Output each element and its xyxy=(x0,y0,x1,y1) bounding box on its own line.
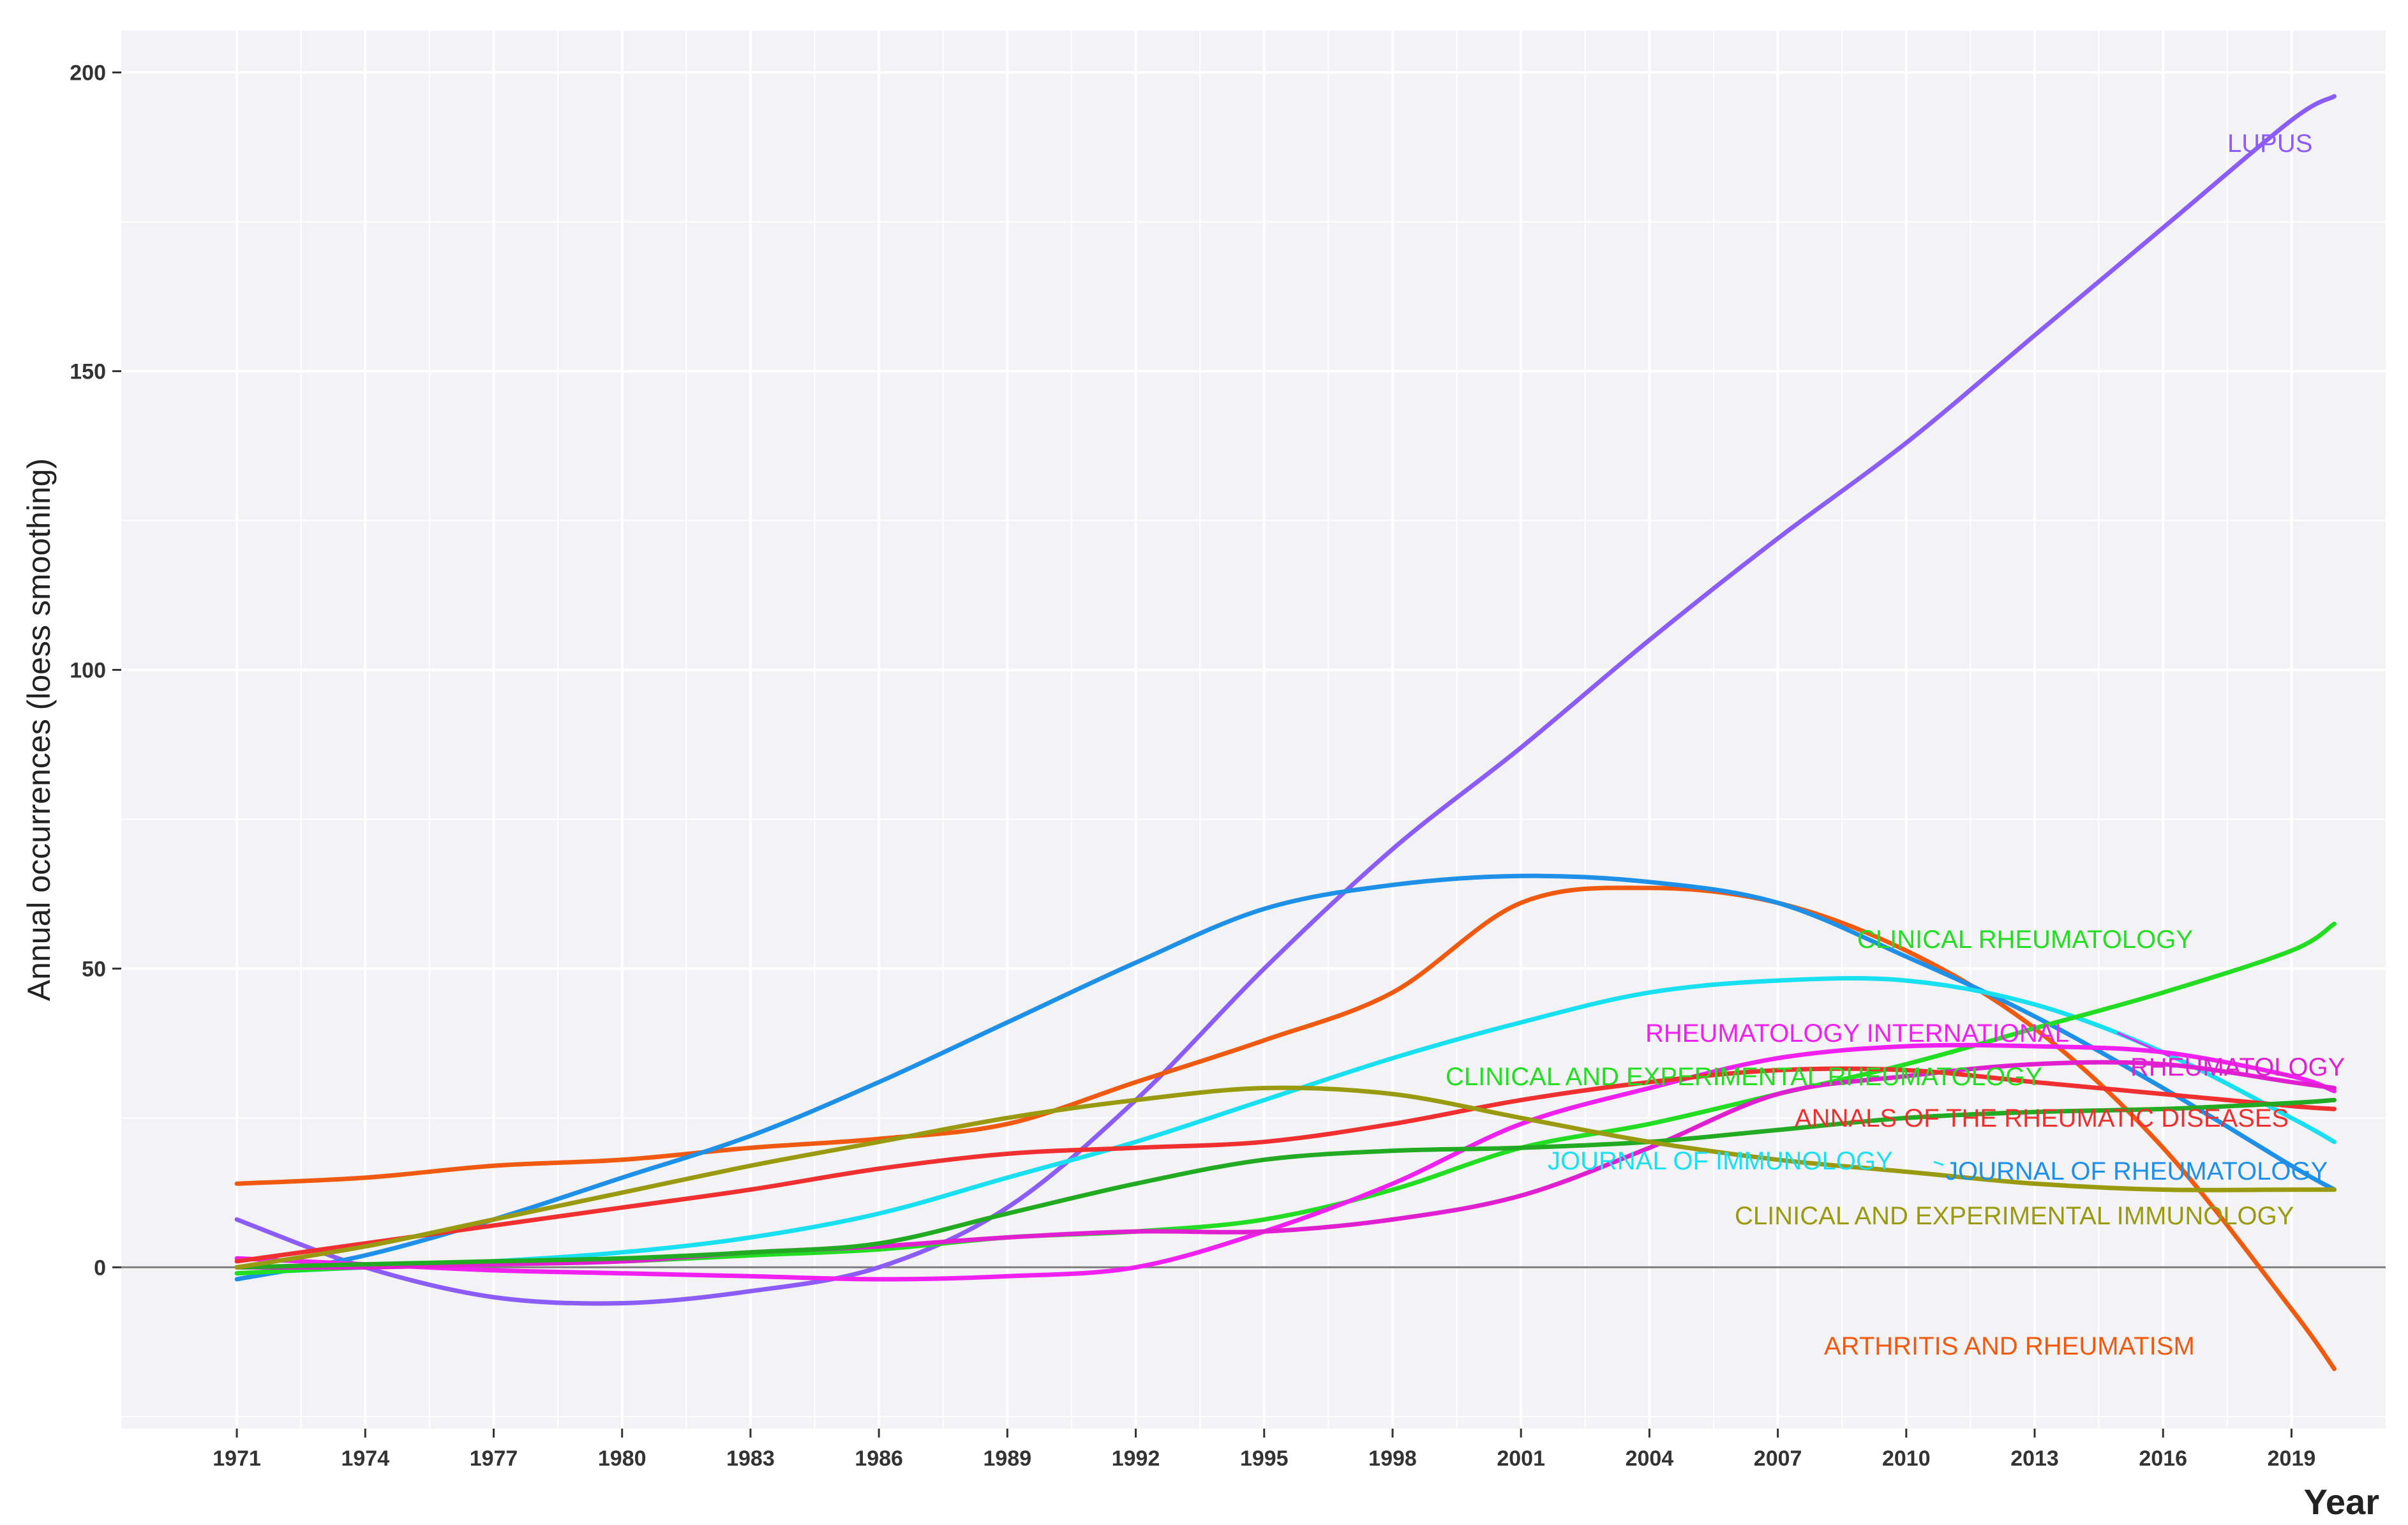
x-tick-label: 1992 xyxy=(1112,1446,1160,1471)
x-tick-label: 2010 xyxy=(1882,1446,1931,1471)
series-label-rheumatology: RHEUMATOLOGY xyxy=(2130,1053,2345,1081)
series-line-journal-of-rheumatology xyxy=(234,873,2337,1282)
x-tick-label: 2001 xyxy=(1497,1446,1545,1471)
y-axis-ticks: 0 50 100 150 200 xyxy=(70,61,121,1280)
series-label-lupus: LUPUS xyxy=(2227,130,2312,158)
x-tick-label: 1998 xyxy=(1368,1446,1417,1471)
label-connector-rheumatology-international xyxy=(2117,1032,2171,1058)
x-tick-label: 2013 xyxy=(2010,1446,2059,1471)
x-axis-ticks: 1971 1974 1977 1980 1983 1986 1989 1992 1995 1998… xyxy=(213,1429,2315,1471)
plot-panel xyxy=(121,31,2386,1429)
x-tick-label: 2016 xyxy=(2139,1446,2187,1471)
series-line-rheumatology-international xyxy=(234,1042,2337,1282)
series-label-arthritis-and-rheumatism: ARTHRITIS AND RHEUMATISM xyxy=(1824,1332,2195,1360)
x-tick-label: 1995 xyxy=(1240,1446,1289,1471)
minor-gridlines xyxy=(121,31,2386,1429)
series-label-clinical-and-experimental-rheumatology: CLINICAL AND EXPERIMENTAL RHEUMATOLOGY xyxy=(1446,1063,2042,1091)
x-tick-label: 1977 xyxy=(470,1446,518,1471)
x-tick-label: 1980 xyxy=(598,1446,647,1471)
x-axis-title: Year xyxy=(2304,1482,2379,1522)
series-label-rheumatology-international: RHEUMATOLOGY INTERNATIONAL xyxy=(1645,1019,2069,1048)
x-tick-label: 1974 xyxy=(341,1446,389,1471)
x-tick-label: 1983 xyxy=(726,1446,775,1471)
series-line-clinical-and-experimental-immunology xyxy=(234,1085,2337,1270)
series-line-rheumatology xyxy=(234,1060,2337,1270)
y-tick-label: 50 xyxy=(82,957,106,981)
x-tick-label: 1986 xyxy=(855,1446,903,1471)
x-tick-label: 2004 xyxy=(1626,1446,1674,1471)
series-label-journal-of-immunology: JOURNAL OF IMMUNOLOGY xyxy=(1548,1147,1893,1175)
series-labels: LUPUS CLINICAL RHEUMATOLOGY RHEUMATOLOGY I… xyxy=(1446,130,2345,1360)
y-tick-label: 100 xyxy=(70,658,106,682)
series-label-clinical-rheumatology: CLINICAL RHEUMATOLOGY xyxy=(1857,926,2193,954)
x-tick-label: 2007 xyxy=(1754,1446,1802,1471)
x-tick-label: 1989 xyxy=(983,1446,1032,1471)
x-tick-label: 1971 xyxy=(213,1446,261,1471)
label-connector-journal-of-immunology xyxy=(1933,1161,1944,1166)
x-tick-label: 2019 xyxy=(2268,1446,2316,1471)
series-line-clinical-and-experimental-rheumatology xyxy=(234,1097,2337,1270)
y-tick-label: 200 xyxy=(70,61,106,86)
series-label-annals-of-the-rheumatic-diseases: ANNALS OF THE RHEUMATIC DISEASES xyxy=(1795,1104,2289,1132)
series-line-arthritis-and-rheumatism xyxy=(234,885,2337,1371)
series-line-annals-of-the-rheumatic-diseases xyxy=(234,1066,2337,1264)
y-tick-label: 0 xyxy=(94,1256,106,1280)
series-line-lupus xyxy=(234,94,2337,1306)
y-tick-label: 150 xyxy=(70,359,106,384)
series-label-journal-of-rheumatology: JOURNAL OF RHEUMATOLOGY xyxy=(1945,1157,2328,1185)
series-label-clinical-and-experimental-immunology: CLINICAL AND EXPERIMENTAL IMMUNOLOGY xyxy=(1735,1202,2294,1230)
y-axis-title: Annual occurrences (loess smoothing) xyxy=(21,458,57,1001)
series-lines xyxy=(234,94,2337,1371)
